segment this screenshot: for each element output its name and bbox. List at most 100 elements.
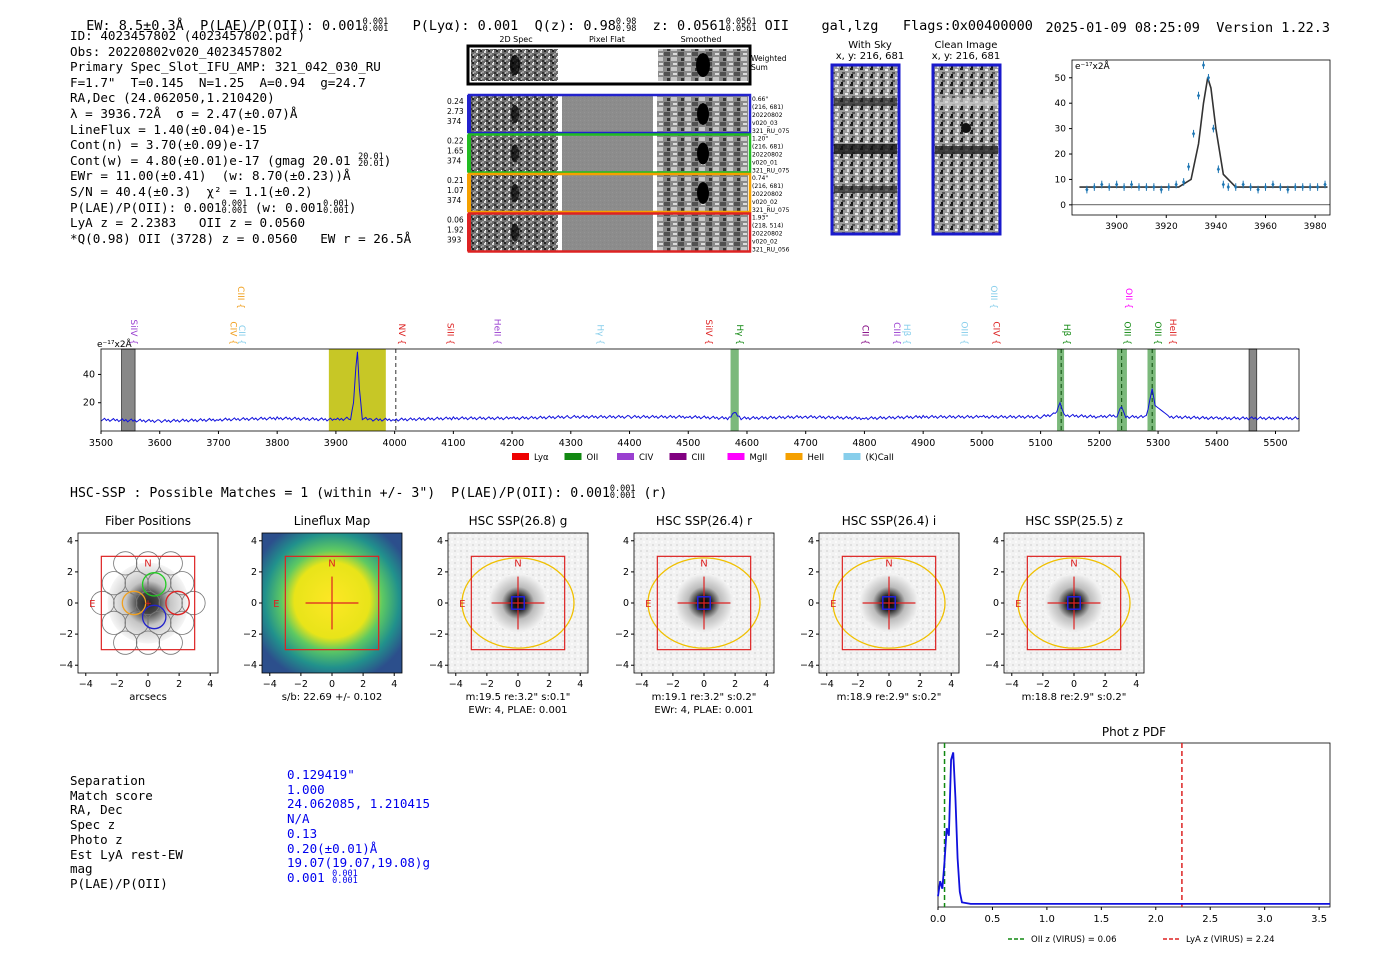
pdf-frame — [937, 742, 1331, 908]
cutout-row-stat: 1.07 — [447, 186, 464, 195]
panel-subtitle: m:18.8 re:2.9" s:0.2" — [1022, 692, 1127, 703]
spec-line-label: HeII { — [492, 319, 502, 345]
match-value: 19.07(19.07,19.08)g — [287, 855, 430, 871]
hsc-catalog-box — [882, 596, 896, 610]
panels-root: Fiber Positions + N E −4 −4 −2 −2 0 0 2 2 4 4 arcsecs L… — [59, 514, 1145, 716]
zoom-ytick-label: 50 — [1055, 74, 1067, 84]
match-label: Photo z — [70, 831, 123, 847]
panel-ytick-label: −2 — [59, 629, 73, 640]
cutout-smoothed-source — [697, 182, 709, 204]
spec-line-label: CII { — [236, 325, 246, 345]
panel-xtick-label: 0 — [701, 679, 707, 690]
spec-line-label: SiII { — [445, 323, 455, 345]
panel-ytick-label: −4 — [59, 660, 73, 671]
zoom-data-point — [1301, 184, 1305, 190]
fiber-cutouts: 2D Spec Pixel Flat Smoothed Weighted Sum … — [447, 35, 790, 254]
panel-red-box — [1026, 555, 1122, 651]
spec-line-label: CIII { — [235, 286, 245, 309]
fiber-circle — [113, 551, 138, 576]
panel-xtick-label: 4 — [391, 679, 397, 690]
spec-xtick-label: 5500 — [1263, 438, 1287, 449]
panel-red-box — [470, 555, 566, 651]
fiber-circle — [90, 590, 115, 616]
spec-legend-swatch — [843, 453, 861, 460]
panel-title: HSC SSP(25.5) z — [1025, 514, 1123, 528]
cutout-row-meta: (218, 514) — [752, 223, 783, 230]
match-value: 0.13 — [287, 825, 318, 841]
panel-xtick-label: 2 — [732, 679, 738, 690]
cutout-pixel-flat — [562, 214, 653, 251]
cutout-row-frame — [467, 212, 752, 253]
panel-red-box — [100, 555, 196, 651]
compass-n: N — [700, 558, 707, 569]
info-line: LineFlux = 1.40(±0.04)e-15 — [70, 121, 268, 137]
zoom-data-point — [1174, 182, 1178, 188]
pdf-xtick-label: 0.5 — [984, 914, 1000, 925]
spec-line-band — [1116, 349, 1127, 431]
spec-line-label: SiIV { — [128, 319, 138, 345]
hsc-header: HSC-SSP : Possible Matches = 1 (within +… — [70, 484, 668, 501]
header-version: Version 1.22.3 — [1216, 20, 1330, 36]
panel-ytick-label: −2 — [985, 629, 999, 640]
fiber-circle — [124, 571, 149, 596]
compass-e: E — [89, 599, 95, 610]
spec-frame — [100, 348, 1300, 432]
header-flags: Flags:0x00400000 — [902, 18, 1033, 34]
spec-xtick-label: 4400 — [617, 438, 641, 449]
spec-xtick-label: 5000 — [970, 438, 994, 449]
spec-line-label: SiIV { — [703, 319, 713, 345]
fiber-positions-galaxy — [107, 562, 189, 644]
panel-ytick-label: 0 — [437, 598, 443, 609]
spec-xtick-label: 3600 — [148, 438, 172, 449]
spec-line-label: OIII { — [958, 321, 968, 345]
match-label: mag — [70, 861, 93, 877]
compass-e: E — [459, 599, 465, 610]
cutout-row-stat: 2.73 — [447, 107, 464, 116]
zoom-data-point — [1315, 184, 1320, 190]
cutout-row-stat: 0.21 — [447, 176, 464, 185]
info-line: Cont(n) = 3.70(±0.09)e-17 — [70, 137, 260, 153]
zoom-data-point — [1186, 164, 1191, 170]
cutout-smoothed-source — [697, 103, 709, 125]
cutout-row-meta: (216, 681) — [752, 144, 783, 151]
zoom-data-point — [1159, 187, 1163, 193]
zoom-ytick-label: 20 — [1055, 150, 1067, 160]
weighted-sum-label: Weighted Sum — [751, 54, 787, 72]
fiber-highlight-red — [165, 590, 190, 616]
spec-legend-swatch — [669, 453, 687, 460]
panel-xtick-label: −4 — [449, 679, 463, 690]
match-value: 0.20(±0.01)Å — [287, 840, 378, 856]
info-q: *Q(0.98) OII (3728) z = 0.0560 EW r = 26… — [70, 230, 412, 246]
zoom-xtick-label: 3900 — [1105, 222, 1128, 232]
spec-xtick-label: 3900 — [324, 438, 348, 449]
cutout-row-meta: 20220802 — [752, 191, 783, 198]
panel-xtick-label: 2 — [1102, 679, 1108, 690]
info-line: Primary Spec_Slot_IFU_AMP: 321_042_030_R… — [70, 59, 381, 75]
spec-line-label: CII { — [860, 325, 870, 345]
clean-coord: x, y: 216, 681 — [932, 51, 1001, 62]
panel-ytick-label: −4 — [429, 660, 443, 671]
panel-red-box — [841, 555, 937, 651]
clean-title: Clean Image — [935, 40, 998, 51]
spec-legend-swatch — [564, 453, 582, 460]
pdf-xtick-label: 0.0 — [930, 914, 946, 925]
panel-ytick-label: 4 — [993, 536, 999, 547]
cutout-row-stat: 374 — [447, 117, 462, 126]
zoom-data-point — [1249, 184, 1253, 190]
panel-subtitle: s/b: 22.69 +/- 0.102 — [282, 692, 382, 703]
zoom-data-point — [1107, 184, 1111, 190]
spec-line-label: Hβ { — [901, 324, 911, 345]
pdf-xtick-label: 3.0 — [1257, 914, 1273, 925]
fiber-circle — [113, 630, 138, 655]
spec-line-label: OIII { — [1152, 321, 1162, 345]
zoom-data-point — [1216, 166, 1220, 172]
header-datetime-version: 2025-01-09 08:25:09 Version 1.22.3 — [1029, 4, 1331, 36]
match-label: Separation — [70, 773, 146, 788]
match-label: Spec z — [70, 817, 116, 833]
detection-info: ID: 4023457802 (4023457802.pdf) Obs: 202… — [70, 28, 450, 246]
zoom-data-point — [1271, 182, 1275, 188]
spec-line-label: OII { — [1123, 288, 1133, 309]
cutout-row-meta: 20220802 — [752, 152, 783, 159]
cutout-row-meta: 321_RU_075 — [752, 168, 790, 175]
panel-xtick-label: 4 — [1133, 679, 1139, 690]
